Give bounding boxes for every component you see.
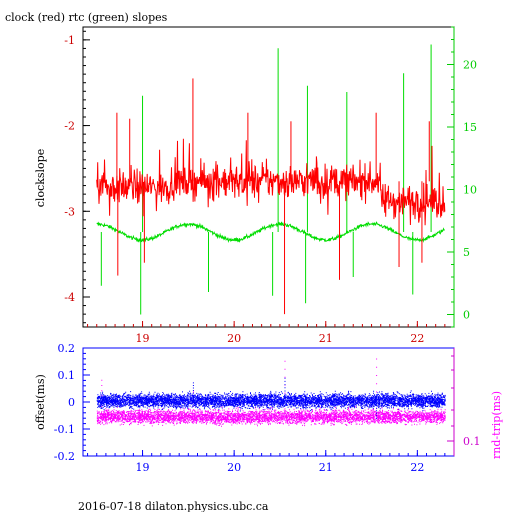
rtc-series-line	[96, 221, 446, 243]
bottom-y-tick-label: 0.1	[58, 369, 76, 382]
bottom-y-tick-label: -0.1	[54, 423, 75, 436]
top-plot-area	[96, 44, 446, 315]
bottom-x-tick-label: 20	[227, 461, 241, 474]
top-y-tick-label: -3	[64, 205, 75, 218]
clock-series-line	[96, 138, 446, 226]
top-x-tick-label: 20	[227, 332, 241, 345]
top-y2-tick-label: 0	[463, 309, 470, 322]
top-axes: 19 20 21 22 -1 -2 -3 -4 20 15 10 5 0	[64, 26, 477, 345]
bottom-x-tick-label: 22	[410, 461, 424, 474]
top-plot-frame	[82, 26, 455, 328]
top-y-tick-label: -1	[64, 34, 75, 47]
bottom-x-tick-label: 21	[319, 461, 333, 474]
top-y2-tick-label: 15	[463, 121, 477, 134]
bottom-y-axis-label: offset(ms)	[34, 374, 47, 430]
bottom-y2-tick-label: 0.1	[463, 435, 481, 448]
top-x-tick-label: 21	[319, 332, 333, 345]
footer-text: 2016-07-18 dilaton.physics.ubc.ca	[78, 500, 269, 512]
top-y2-tick-label: 5	[463, 246, 470, 259]
top-y-tick-label: -2	[64, 120, 75, 133]
top-y2-tick-label: 20	[463, 59, 477, 72]
top-y-tick-label: -4	[64, 291, 75, 304]
top-chart-title: clock (red) rtc (green) slopes	[5, 11, 168, 24]
top-x-tick-label: 19	[136, 332, 150, 345]
bottom-x-tick-label: 19	[136, 461, 150, 474]
bottom-y-tick-label: -0.2	[54, 450, 75, 463]
top-y-axis-label: clockslope	[34, 149, 47, 207]
offset-points	[96, 377, 446, 419]
bottom-y-tick-label: 0.2	[58, 342, 76, 355]
bottom-y-tick-label: 0	[68, 396, 75, 409]
top-x-tick-label: 22	[410, 332, 424, 345]
rnd-trip-points	[96, 358, 446, 427]
top-y2-tick-label: 10	[463, 184, 477, 197]
bottom-plot-area	[96, 358, 446, 427]
bottom-axes: 19 20 21 22 0.2 0.1 0 -0.1 -0.2 0.1	[54, 342, 481, 474]
bottom-y2-axis-label: rnd-trip(ms)	[490, 391, 503, 459]
